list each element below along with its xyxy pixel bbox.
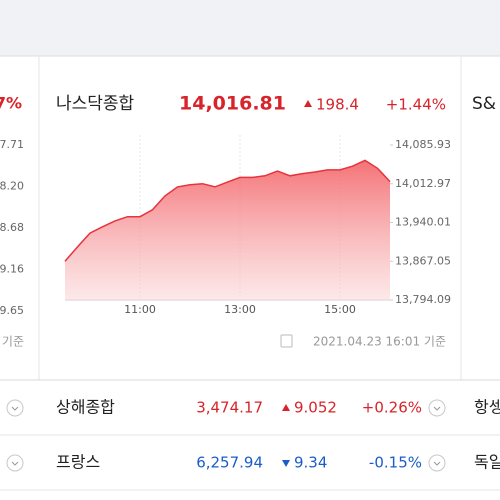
timestamp: 2021.04.23 16:01 기준 xyxy=(313,335,446,349)
left-y-tick-label: 8.20 xyxy=(0,180,24,193)
row-name: 프랑스 xyxy=(56,453,100,472)
expand-button[interactable] xyxy=(6,454,24,472)
row-price: 6,257.94 xyxy=(196,454,263,472)
y-tick-label: 13,867.05 xyxy=(395,254,451,267)
x-tick-label: 13:00 xyxy=(224,303,256,316)
expand-button[interactable] xyxy=(428,399,446,417)
y-tick-label: 14,085.93 xyxy=(395,138,451,151)
top-bar xyxy=(0,0,500,56)
row-change-pct: -0.15% xyxy=(369,454,422,472)
change-arrow xyxy=(304,100,312,107)
area-fill xyxy=(65,160,390,300)
y-tick-label: 13,794.09 xyxy=(395,293,451,306)
left-y-tick-label: 8.68 xyxy=(0,221,24,234)
price-line xyxy=(64,159,391,262)
left-change-pct: 7% xyxy=(0,94,22,113)
expand-button[interactable] xyxy=(428,454,446,472)
x-tick-label: 11:00 xyxy=(124,303,156,316)
expand-button[interactable] xyxy=(6,399,24,417)
row-change-pct: +0.26% xyxy=(362,399,422,417)
index-price: 14,016.81 xyxy=(179,93,286,115)
row-change: 9.052 xyxy=(294,399,337,417)
left-footer: 기준 xyxy=(2,335,24,349)
y-tick-label: 13,940.01 xyxy=(395,216,451,229)
index-change-pct: +1.44% xyxy=(386,96,446,114)
row-next-name: 항셍 xyxy=(474,398,500,417)
expand-chevron xyxy=(433,406,441,411)
left-y-tick-label: 9.16 xyxy=(0,263,24,276)
expand-chevron xyxy=(433,461,441,466)
row-next-name: 독일 xyxy=(474,453,500,472)
row-arrow xyxy=(282,404,290,411)
right-title: S& xyxy=(472,94,496,114)
row-price: 3,474.17 xyxy=(196,399,263,417)
index-title: 나스닥종합 xyxy=(56,94,135,114)
row-arrow xyxy=(282,460,290,467)
left-y-tick-label: 7.71 xyxy=(0,138,24,151)
expand-chevron xyxy=(11,461,19,466)
index-change: 198.4 xyxy=(316,96,359,114)
y-tick-label: 14,012.97 xyxy=(395,177,451,190)
row-change: 9.34 xyxy=(294,454,327,472)
expand-chevron xyxy=(11,406,19,411)
calendar-icon xyxy=(280,334,293,348)
x-tick-label: 15:00 xyxy=(324,303,356,316)
left-y-tick-label: 9.65 xyxy=(0,304,24,317)
row-name: 상해종합 xyxy=(56,398,115,417)
